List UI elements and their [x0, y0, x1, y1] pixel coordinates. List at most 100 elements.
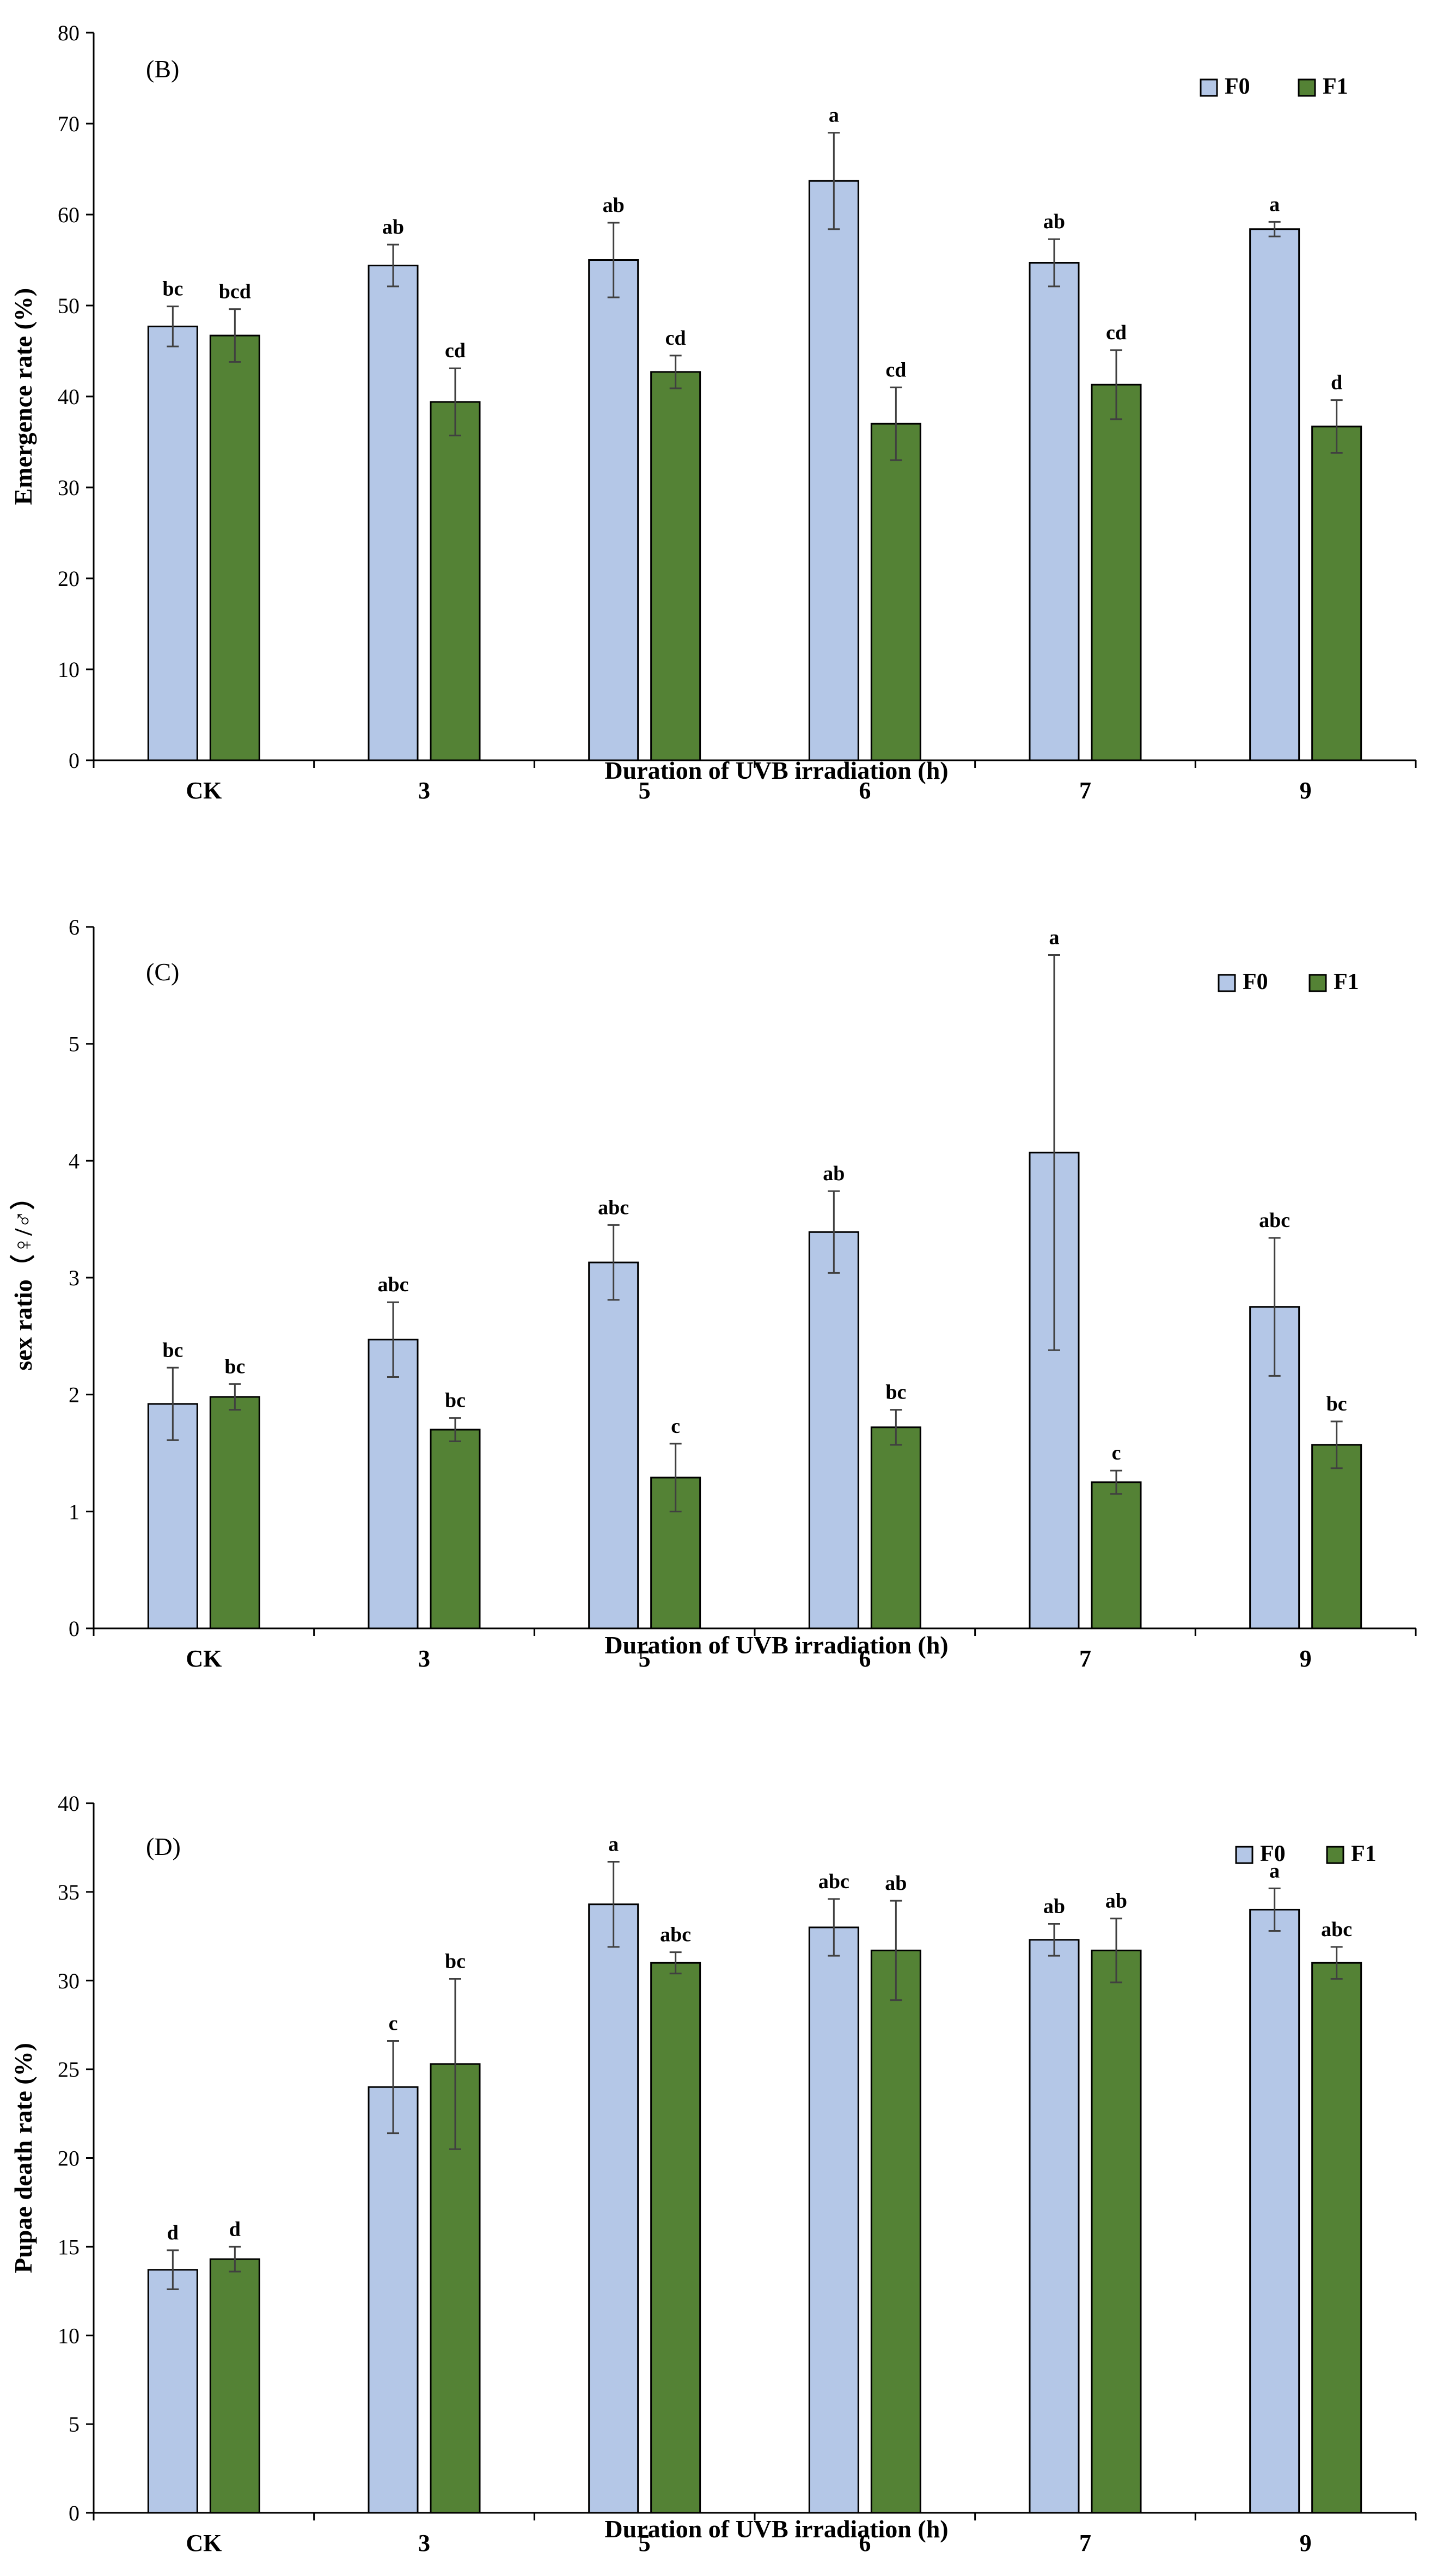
panel-label: (C): [146, 958, 179, 986]
significance-letter: abc: [598, 1196, 629, 1219]
significance-letter: abc: [660, 1924, 691, 1946]
bar-f0-7: [1029, 262, 1080, 761]
bar-f0-6: [808, 1231, 859, 1629]
y-tick-label: 6: [69, 915, 80, 939]
x-category-label: 7: [1079, 777, 1091, 804]
bar-f1-6: [870, 1426, 921, 1629]
legend-label-f1: F1: [1351, 1841, 1377, 1866]
significance-letter: ab: [1105, 1890, 1127, 1913]
x-category-label: 6: [859, 1645, 871, 1672]
y-tick-label: 3: [69, 1266, 80, 1290]
significance-letter: ab: [1043, 1895, 1065, 1918]
significance-letter: d: [229, 2218, 241, 2241]
legend-label-f0: F0: [1225, 74, 1250, 99]
significance-letter: c: [671, 1415, 680, 1438]
legend-label-f0: F0: [1243, 969, 1268, 994]
bar-f1-7: [1091, 1949, 1142, 2514]
significance-letter: cd: [445, 339, 466, 362]
x-category-label: 7: [1079, 1645, 1091, 1672]
y-tick-label: 5: [69, 1032, 80, 1057]
x-category-label: CK: [186, 2530, 222, 2556]
bar-f0-3: [368, 265, 419, 761]
significance-letter: a: [1269, 193, 1280, 216]
bar-f0-5: [588, 1261, 639, 1629]
x-category-label: 9: [1300, 2530, 1312, 2556]
bar-f1-9: [1311, 425, 1362, 761]
bar-f1-ck: [209, 334, 260, 761]
significance-letter: a: [608, 1833, 619, 1855]
bar-f0-ck: [147, 1403, 198, 1629]
significance-letter: cd: [885, 358, 906, 381]
bar-f1-6: [870, 1949, 921, 2514]
legend: F0 F1: [1235, 1841, 1377, 1866]
x-axis-title: Duration of UVB irradiation (h): [604, 2515, 948, 2543]
y-tick-label: 25: [58, 2058, 80, 2082]
significance-letter: c: [389, 2012, 398, 2035]
bar-f0-5: [588, 259, 639, 761]
x-category-label: 5: [639, 2530, 651, 2556]
x-axis-title: Duration of UVB irradiation (h): [604, 1631, 948, 1659]
x-category-label: 6: [859, 2530, 871, 2556]
y-tick-label: 60: [58, 203, 80, 227]
bar-f0-6: [808, 180, 859, 761]
significance-letter: ab: [382, 216, 404, 239]
legend-swatch-f0: [1235, 1846, 1253, 1864]
significance-letter: bc: [445, 1389, 466, 1412]
legend-label-f0: F0: [1260, 1841, 1286, 1866]
bar-f0-3: [368, 2086, 419, 2514]
x-category-label: CK: [186, 1645, 222, 1672]
significance-letter: bc: [445, 1950, 466, 1973]
panel-b-emergence-rate: 0 10 20 30 40 50 60 70 80 CK 3 5 6 7 9 bc ab ab a ab a bcd cd c…: [9, 21, 1417, 804]
bar-f1-5: [650, 371, 701, 761]
significance-letter: ab: [1043, 210, 1065, 233]
y-tick-label: 0: [69, 1616, 80, 1641]
significance-letter: a: [1049, 926, 1060, 949]
y-tick-label: 30: [58, 475, 80, 500]
legend-label-f1: F1: [1334, 969, 1359, 994]
y-axis-title: Emergence rate (%): [9, 288, 37, 505]
x-category-label: 3: [418, 2530, 430, 2556]
significance-letter: a: [829, 104, 839, 127]
significance-letter: abc: [818, 1870, 849, 1893]
bar-f1-7: [1091, 1481, 1142, 1629]
bar-f1-ck: [209, 1396, 260, 1629]
bar-f1-6: [870, 423, 921, 761]
legend-swatch-f1: [1308, 974, 1327, 992]
y-tick-label: 30: [58, 1969, 80, 1993]
y-tick-label: 2: [69, 1383, 80, 1407]
significance-letter: ab: [823, 1162, 845, 1185]
significance-letter: d: [167, 2221, 179, 2244]
x-category-label: 5: [639, 1645, 651, 1672]
y-tick-label: 40: [58, 1791, 80, 1816]
legend-swatch-f1: [1298, 78, 1316, 97]
legend-label-f1: F1: [1323, 74, 1348, 99]
bar-f1-9: [1311, 1962, 1362, 2514]
significance-letter: bc: [885, 1381, 906, 1404]
y-tick-label: 4: [69, 1149, 80, 1173]
significance-letter: cd: [665, 327, 686, 350]
y-tick-label: 20: [58, 2146, 80, 2171]
bar-f1-5: [650, 1962, 701, 2514]
significance-letter: abc: [1259, 1209, 1290, 1232]
x-category-label: 3: [418, 1645, 430, 1672]
significance-letter: bc: [162, 1339, 183, 1362]
bar-f0-ck: [147, 2269, 198, 2514]
y-axis-title: Pupae death rate (%): [9, 2043, 37, 2273]
y-tick-label: 80: [58, 21, 80, 45]
bar-f1-ck: [209, 2258, 260, 2514]
y-tick-label: 20: [58, 566, 80, 591]
significance-letter: bcd: [219, 280, 251, 303]
significance-letter: ab: [603, 194, 625, 217]
panel-label: (D): [146, 1833, 181, 1860]
significance-letter: cd: [1106, 321, 1127, 344]
bar-f1-7: [1091, 383, 1142, 761]
legend-swatch-f0: [1200, 78, 1218, 97]
y-tick-label: 5: [69, 2412, 80, 2437]
bar-f0-9: [1249, 1908, 1300, 2514]
bar-f0-3: [368, 1339, 419, 1629]
y-tick-label: 40: [58, 384, 80, 409]
legend-swatch-f1: [1326, 1846, 1344, 1864]
legend-swatch-f0: [1218, 974, 1236, 992]
